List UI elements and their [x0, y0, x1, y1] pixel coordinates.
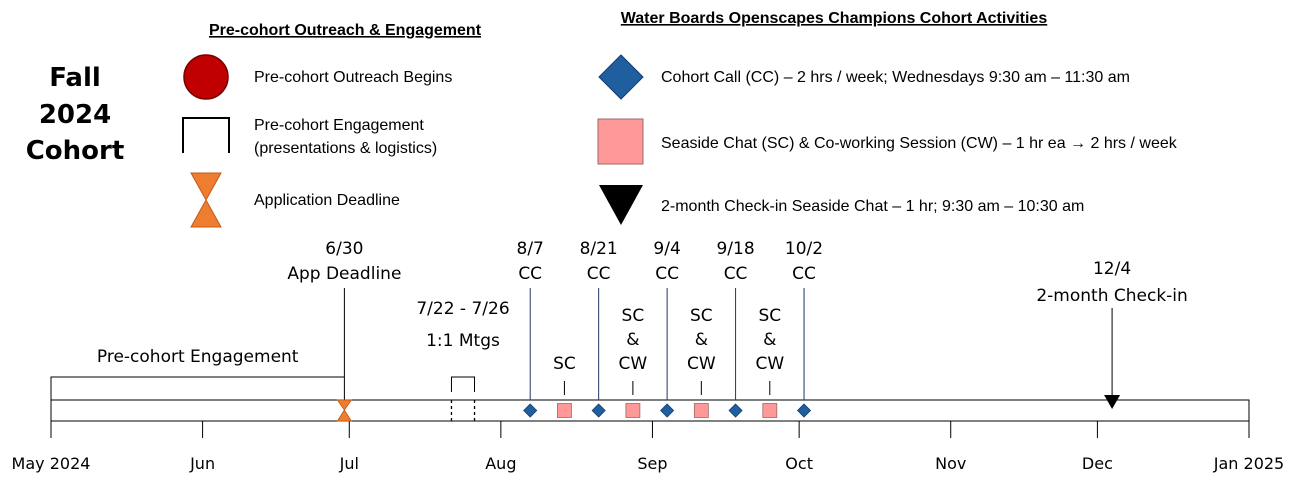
legend-outreach-label: Pre-cohort Outreach Begins — [254, 69, 452, 86]
month-label: Oct — [785, 454, 813, 473]
check-in-label: 2-month Check-in — [1036, 286, 1187, 306]
cohort-call-marker — [728, 403, 743, 418]
seaside-marker — [557, 403, 572, 418]
legend-checkin-label: 2-month Check-in Seaside Chat – 1 hr; 9:… — [661, 198, 1084, 215]
seaside-label: SC — [622, 306, 645, 326]
engagement-bracket — [50, 376, 345, 400]
blue-diamond-icon — [598, 54, 644, 100]
cohort-call-date: 8/7 — [517, 239, 544, 259]
cohort-call-label: CC — [587, 264, 611, 284]
month-label: Nov — [935, 454, 966, 473]
one-on-one-bracket — [450, 376, 476, 392]
check-in-date: 12/4 — [1093, 259, 1131, 279]
legend-engagement-label-2: (presentations & logistics) — [254, 140, 437, 157]
one-on-one-dates: 7/22 - 7/26 — [416, 299, 509, 319]
cohort-call-date: 10/2 — [785, 239, 823, 259]
cohort-call-label: CC — [792, 264, 816, 284]
seaside-label: & — [763, 330, 776, 350]
seaside-marker — [625, 403, 641, 418]
timeline: May 2024 Jun Jul Aug Sep Oct Nov Dec Jan 2025 Pre… — [12, 239, 1285, 473]
seaside-label: & — [626, 330, 639, 350]
legend-deadline-label: Application Deadline — [254, 192, 400, 209]
app-deadline-marker — [336, 409, 353, 422]
seaside-marker — [693, 403, 709, 418]
seaside-label: CW — [755, 354, 784, 374]
cohort-call-marker — [591, 403, 606, 418]
cohort-call-marker — [660, 403, 675, 418]
cohort-call-date: 9/18 — [716, 239, 754, 259]
app-deadline-marker — [336, 399, 353, 411]
red-circle-icon — [183, 54, 229, 100]
seaside-label: SC — [690, 306, 713, 326]
cohort-call-date: 9/4 — [653, 239, 680, 259]
month-label: Jul — [339, 454, 359, 473]
pink-square-icon — [597, 118, 644, 165]
cohort-title-line-2: 2024 — [39, 100, 111, 130]
seaside-label: & — [695, 330, 708, 350]
cohort-title-line-3: Cohort — [26, 136, 125, 166]
seaside-label: SC — [758, 306, 781, 326]
legend-right-heading: Water Boards Openscapes Champions Cohort… — [621, 10, 1048, 27]
month-label: Jan 2025 — [1213, 454, 1284, 473]
one-on-one-label: 1:1 Mtgs — [426, 331, 500, 351]
cohort-call-label: CC — [724, 264, 748, 284]
legend-engagement-label-1: Pre-cohort Engagement — [254, 117, 424, 134]
app-deadline-date: 6/30 — [325, 239, 363, 259]
seaside-label: CW — [687, 354, 716, 374]
app-deadline-label: App Deadline — [287, 264, 401, 284]
legend-left-heading: Pre-cohort Outreach & Engagement — [209, 22, 482, 39]
seaside-marker — [762, 403, 778, 418]
black-triangle-icon — [599, 185, 643, 225]
engagement-label: Pre-cohort Engagement — [97, 347, 299, 367]
cohort-call-marker — [523, 403, 538, 418]
legend-seaside-label: Seaside Chat (SC) & Co-working Session (… — [661, 135, 1178, 152]
cohort-call-label: CC — [518, 264, 542, 284]
month-label: Jun — [189, 454, 215, 473]
cohort-title-line-1: Fall — [49, 63, 101, 93]
seaside-label: CW — [619, 354, 648, 374]
cohort-call-date: 8/21 — [580, 239, 618, 259]
month-label: May 2024 — [12, 454, 91, 473]
check-in-marker — [1104, 395, 1121, 409]
hourglass-icon — [190, 172, 222, 228]
legend-cohort-call-label: Cohort Call (CC) – 2 hrs / week; Wednesd… — [661, 69, 1130, 86]
month-label: Dec — [1082, 454, 1113, 473]
month-label: Sep — [637, 454, 667, 473]
timeline-bar — [50, 399, 1250, 422]
month-label: Aug — [485, 454, 516, 473]
bracket-icon — [182, 117, 230, 153]
cohort-call-label: CC — [655, 264, 679, 284]
seaside-label: SC — [553, 354, 576, 374]
cohort-call-marker — [796, 403, 812, 418]
